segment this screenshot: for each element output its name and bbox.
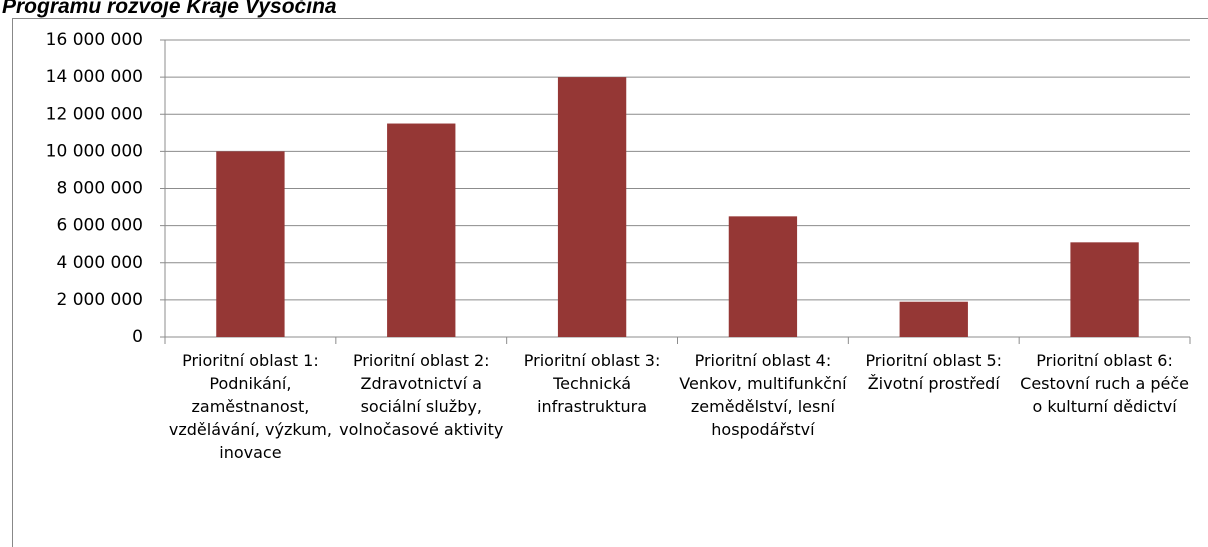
- bar: [899, 301, 968, 337]
- bar: [1070, 242, 1139, 337]
- chart-border: [12, 18, 1208, 547]
- x-tick-label: Prioritní oblast 5: Životní prostředí: [865, 351, 1003, 393]
- bar: [216, 151, 285, 337]
- y-tick-label: 4 000 000: [56, 253, 143, 273]
- bar: [728, 216, 798, 337]
- x-tick-label: Prioritní oblast 4: Venkov, multifunkční…: [679, 351, 847, 439]
- y-tick-label: 14 000 000: [46, 67, 143, 87]
- y-tick-label: 0: [132, 327, 143, 347]
- x-tick-label: Prioritní oblast 6: Cestovní ruch a péče…: [1020, 351, 1189, 416]
- y-tick-label: 8 000 000: [56, 179, 143, 199]
- chart-title: Programu rozvoje Kraje Vysočina: [2, 0, 337, 18]
- bar: [557, 77, 627, 337]
- y-tick-label: 6 000 000: [56, 216, 143, 236]
- x-tick-label: Prioritní oblast 1: Podnikání, zaměstnan…: [168, 351, 332, 462]
- x-tick-label: Prioritní oblast 3: Technická infrastruk…: [523, 351, 661, 416]
- y-tick-label: 12 000 000: [46, 104, 143, 124]
- x-tick-label: Prioritní oblast 2: Zdravotnictví a soci…: [339, 351, 504, 439]
- bar: [387, 123, 456, 337]
- y-tick-label: 16 000 000: [46, 30, 143, 50]
- y-tick-label: 2 000 000: [56, 290, 143, 310]
- y-tick-label: 10 000 000: [46, 141, 143, 161]
